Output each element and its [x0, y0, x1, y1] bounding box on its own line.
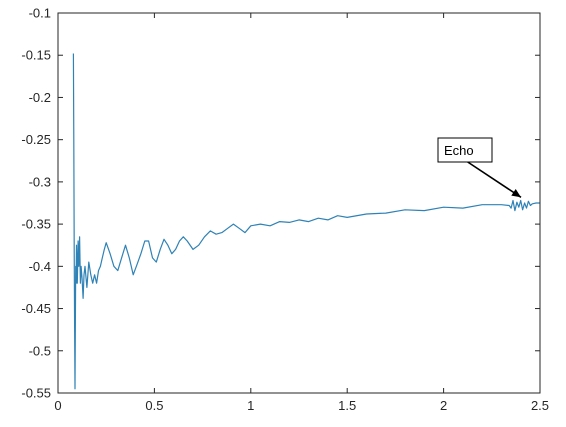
y-tick-label: -0.15	[21, 48, 51, 63]
x-tick-label: 0.5	[145, 398, 163, 413]
x-tick-label: 2	[440, 398, 447, 413]
x-tick-label: 1	[247, 398, 254, 413]
series-line	[72, 53, 540, 390]
annotation-label: Echo	[444, 143, 474, 158]
x-tick-label: 1.5	[338, 398, 356, 413]
y-tick-label: -0.25	[21, 132, 51, 147]
echo-annotation: Echo	[437, 137, 522, 198]
y-tick-label: -0.2	[29, 90, 51, 105]
plot-frame	[57, 12, 541, 394]
plot-area	[58, 13, 540, 393]
y-tick-labels: -0.1 -0.15 -0.2 -0.25 -0.3 -0.35 -0.4 -0.45 -0.5…	[21, 6, 51, 401]
annotation-arrow-head	[511, 189, 522, 198]
y-tick-label: -0.35	[21, 217, 51, 232]
x-tick-labels: 0 0.5 1 1.5 2 2.5	[54, 398, 549, 413]
annotation-box	[437, 137, 493, 163]
x-tick-label: 2.5	[531, 398, 549, 413]
y-tick-label: -0.45	[21, 301, 51, 316]
y-tick-label: -0.1	[29, 6, 51, 21]
y-tick-label: -0.55	[21, 386, 51, 401]
y-tick-label: -0.5	[29, 343, 51, 358]
y-tick-label: -0.4	[29, 259, 51, 274]
y-tick-label: -0.3	[29, 174, 51, 189]
annotation-arrow-shaft	[467, 161, 522, 198]
x-tick-label: 0	[54, 398, 61, 413]
